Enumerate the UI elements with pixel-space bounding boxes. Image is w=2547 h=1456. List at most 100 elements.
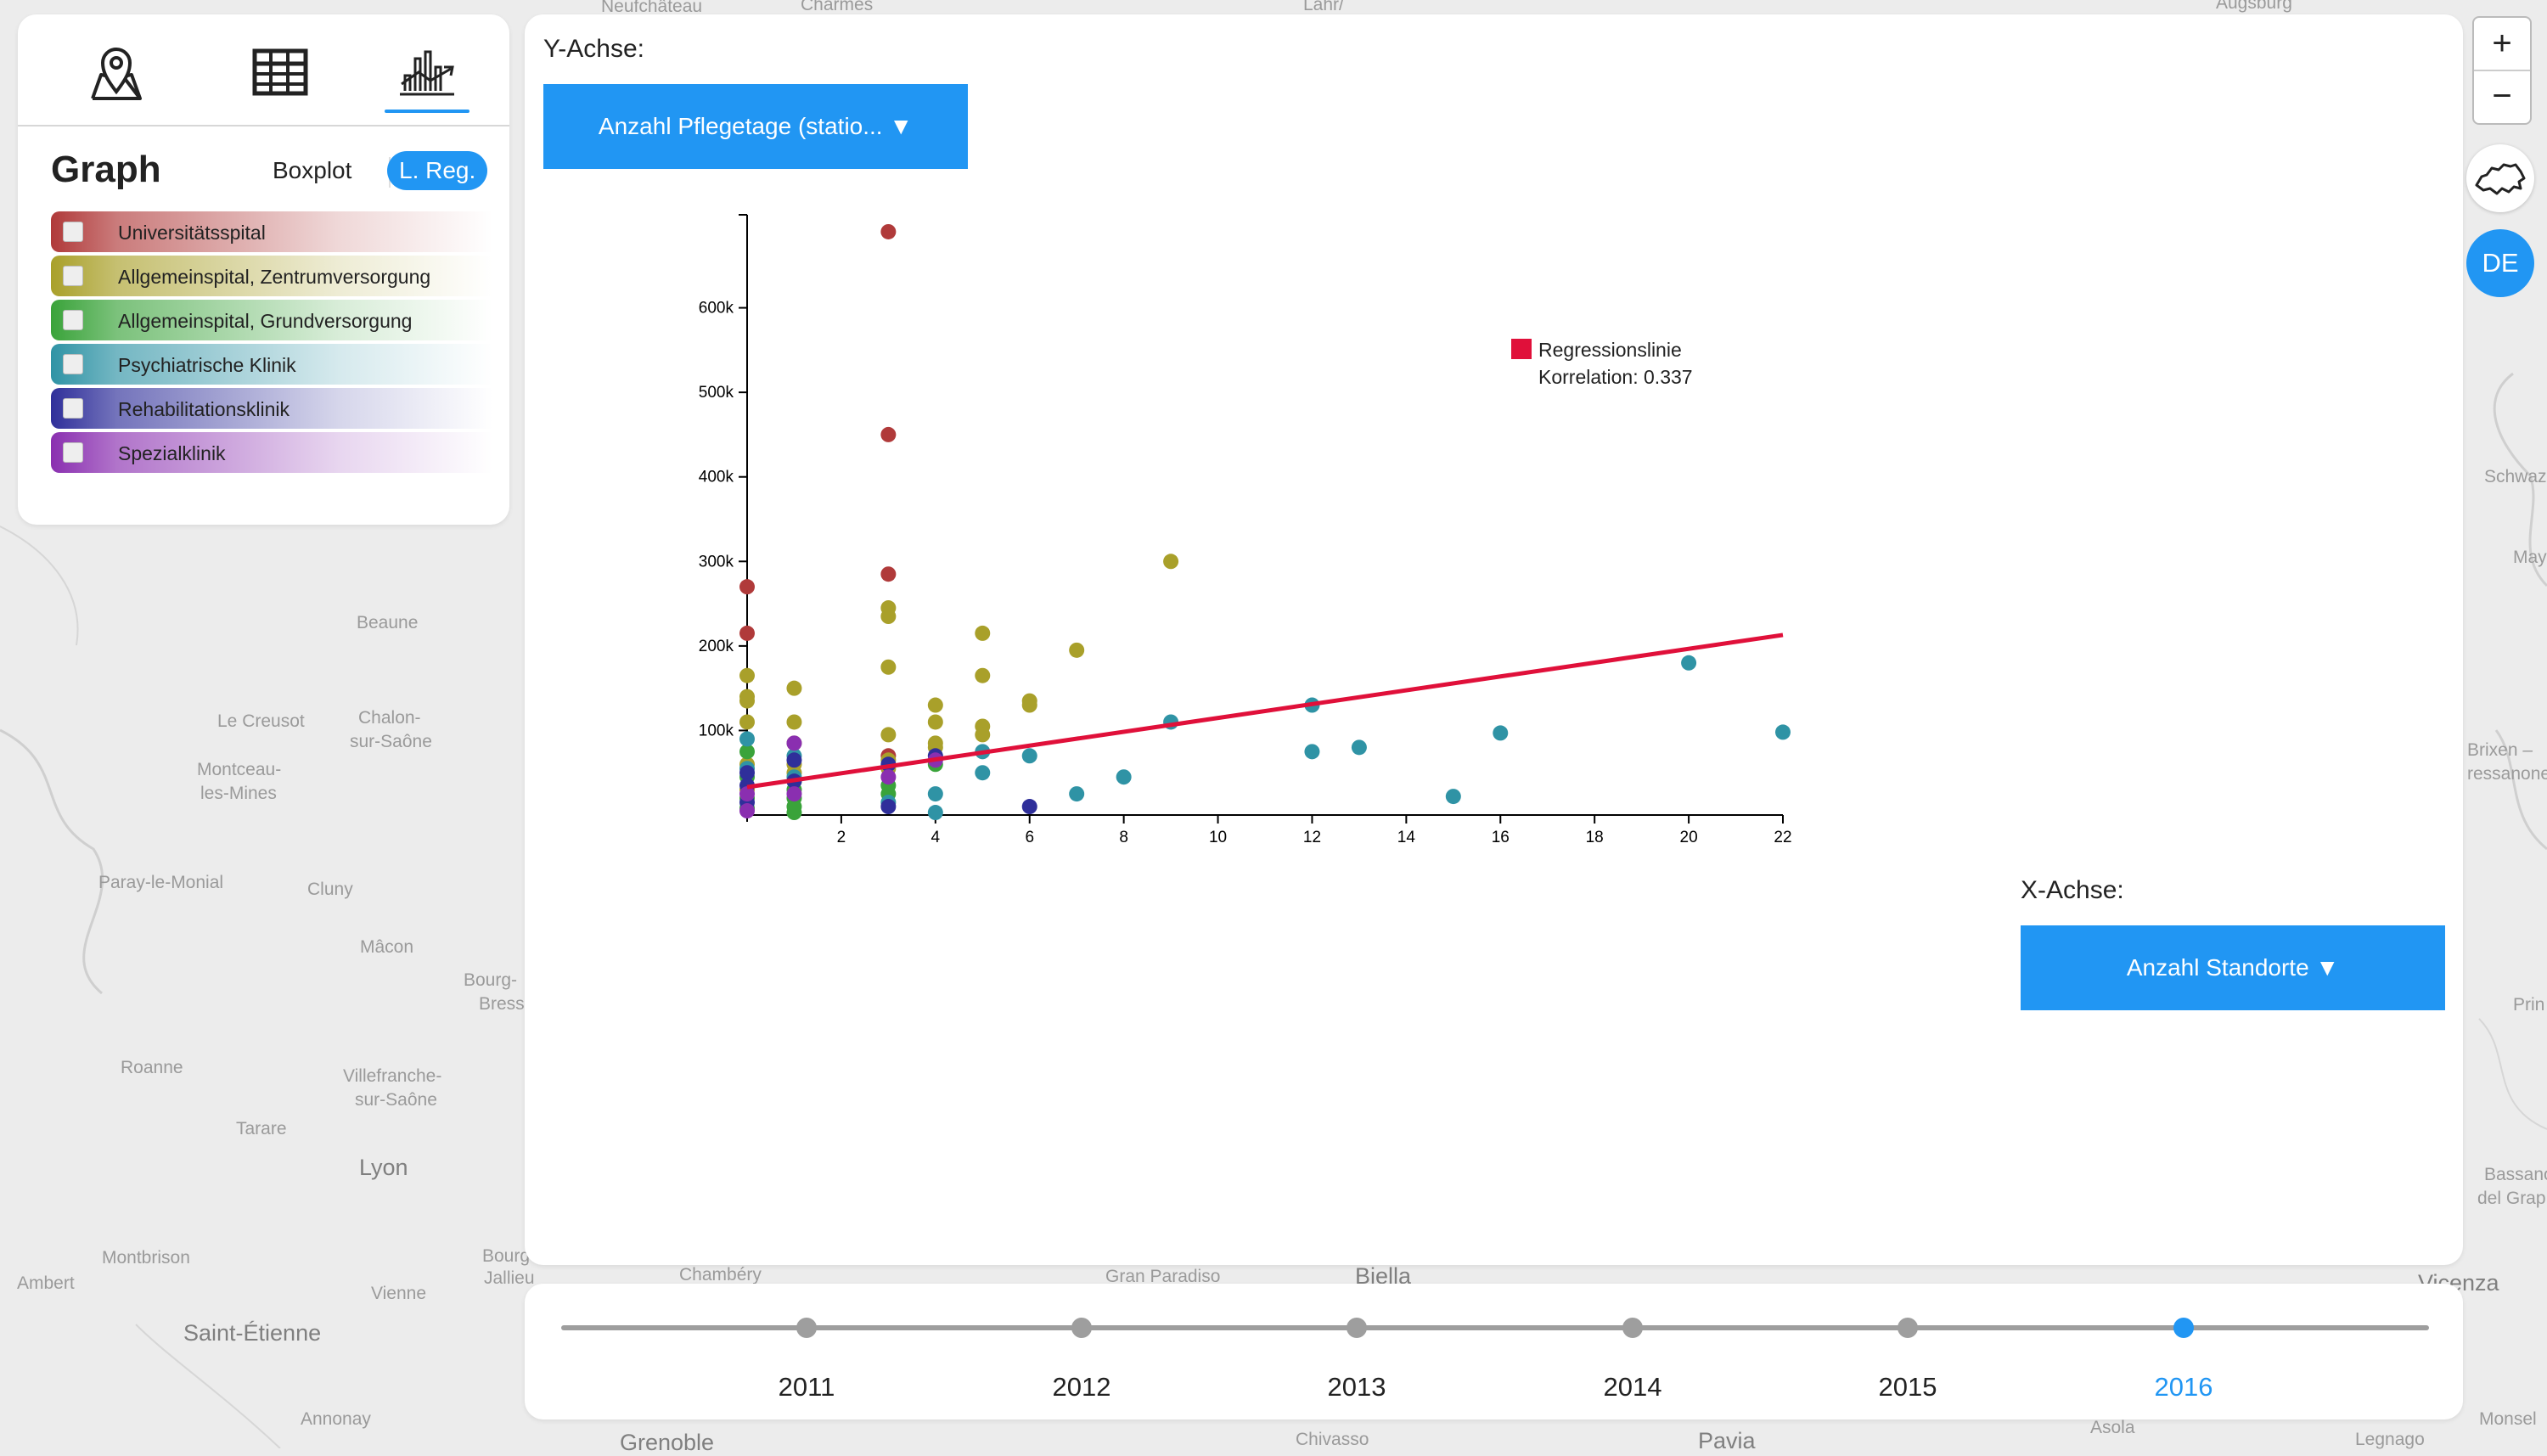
scatter-point xyxy=(739,786,755,802)
table-icon xyxy=(252,48,308,96)
timeline-year[interactable]: 2012 xyxy=(1052,1372,1111,1402)
x-tick-label: 16 xyxy=(1492,829,1510,846)
tab-table[interactable] xyxy=(238,31,323,113)
scatter-point xyxy=(1351,739,1367,756)
scatter-point xyxy=(1304,744,1320,760)
regression-legend-swatch xyxy=(1511,339,1532,359)
map-label: Brixen – xyxy=(2467,740,2533,760)
y-axis-caption: Y-Achse: xyxy=(543,35,644,63)
timeline-dot-2011[interactable] xyxy=(796,1318,817,1338)
map-label: sur-Saône xyxy=(350,732,432,751)
x-tick-label: 10 xyxy=(1209,829,1227,846)
scatter-point xyxy=(1445,789,1461,805)
map-label: Chalon- xyxy=(358,708,421,728)
x-axis-select-button[interactable]: Anzahl Standorte ▼ xyxy=(2021,925,2445,1010)
scatter-point xyxy=(1775,724,1791,740)
legend-checkbox[interactable] xyxy=(63,354,83,374)
map-label: Prin xyxy=(2513,995,2545,1015)
scatter-point xyxy=(975,727,991,743)
timeline-track[interactable] xyxy=(561,1325,2429,1330)
scatter-point xyxy=(739,803,755,819)
map-label: Neufchâteau xyxy=(601,0,703,16)
timeline-dot-2013[interactable] xyxy=(1347,1318,1367,1338)
zoom-in-button[interactable]: + xyxy=(2474,18,2530,71)
switzerland-map-icon xyxy=(2475,163,2526,195)
scatter-point xyxy=(1021,748,1037,764)
map-label: les-Mines xyxy=(200,784,277,803)
scatter-point xyxy=(880,609,897,625)
legend-item-allgemeinspital-grund[interactable]: Allgemeinspital, Grundversorgung xyxy=(51,300,492,340)
map-label: Montbrison xyxy=(102,1248,190,1268)
language-button[interactable]: DE xyxy=(2466,229,2534,297)
scatter-point xyxy=(739,714,755,730)
legend-item-spezialklinik[interactable]: Spezialklinik xyxy=(51,432,492,473)
zoom-out-button[interactable]: − xyxy=(2492,77,2512,115)
map-label: Lahr/ xyxy=(1303,0,1344,14)
scatter-point xyxy=(880,659,897,675)
legend-item-label: Allgemeinspital, Grundversorgung xyxy=(118,310,413,332)
timeline-dot-2014[interactable] xyxy=(1622,1318,1643,1338)
timeline-dot-2015[interactable] xyxy=(1898,1318,1918,1338)
y-tick-label: 200k xyxy=(699,638,734,655)
tab-graph[interactable] xyxy=(385,31,469,113)
timeline-dot-2016[interactable] xyxy=(2173,1318,2194,1338)
legend-item-label: Spezialklinik xyxy=(118,442,226,464)
legend-item-rehabilitationsklinik[interactable]: Rehabilitationsklinik xyxy=(51,388,492,429)
zoom-controls: + − xyxy=(2472,16,2532,125)
scatter-point xyxy=(786,714,802,730)
x-tick-label: 8 xyxy=(1119,829,1128,846)
linear-regression-mode-button[interactable]: L. Reg. xyxy=(387,151,488,190)
map-label: Saint-Étienne xyxy=(183,1320,322,1346)
timeline-year[interactable]: 2014 xyxy=(1603,1372,1662,1402)
chart-panel: Y-Achse: Anzahl Pflegetage (statio... ▼ … xyxy=(525,14,2463,1265)
graph-settings-panel: Graph Boxplot L. Reg. Universitätsspital… xyxy=(18,14,509,525)
map-label: Augsburg xyxy=(2216,0,2292,13)
legend-checkbox[interactable] xyxy=(63,310,83,330)
scatter-point xyxy=(786,752,802,768)
legend-item-label: Allgemeinspital, Zentrumversorgung xyxy=(118,266,431,288)
legend-checkbox[interactable] xyxy=(63,398,83,419)
timeline-year[interactable]: 2013 xyxy=(1327,1372,1386,1402)
scatter-point xyxy=(739,765,755,781)
scatter-point xyxy=(1493,725,1509,741)
scatter-point xyxy=(927,805,943,821)
legend-checkbox[interactable] xyxy=(63,266,83,286)
x-tick-label: 22 xyxy=(1774,829,1791,846)
map-label: Vienne xyxy=(371,1284,427,1303)
map-label: Bourg xyxy=(482,1246,531,1266)
map-label: Chivasso xyxy=(1296,1430,1369,1449)
scatter-point xyxy=(786,735,802,751)
switzerland-reset-button[interactable] xyxy=(2466,144,2534,212)
tab-map[interactable] xyxy=(74,31,159,113)
scatter-point xyxy=(975,667,991,683)
legend-item-psychiatrische-klinik[interactable]: Psychiatrische Klinik xyxy=(51,344,492,385)
scatter-point xyxy=(880,566,897,582)
map-label: Grenoble xyxy=(620,1430,715,1455)
scatter-point xyxy=(786,680,802,696)
map-label: Legnago xyxy=(2355,1430,2425,1449)
y-tick-label: 500k xyxy=(699,384,734,402)
legend-item-allgemeinspital-zentrum[interactable]: Allgemeinspital, Zentrumversorgung xyxy=(51,256,492,296)
timeline-dot-2012[interactable] xyxy=(1071,1318,1092,1338)
x-axis-caption: X-Achse: xyxy=(2021,876,2124,904)
timeline-year[interactable]: 2016 xyxy=(2154,1372,2213,1402)
boxplot-mode-button[interactable]: Boxplot xyxy=(273,157,352,183)
x-tick-label: 20 xyxy=(1680,829,1698,846)
map-label: Asola xyxy=(2090,1418,2135,1437)
timeline-year[interactable]: 2011 xyxy=(778,1372,835,1402)
x-tick-label: 4 xyxy=(931,829,941,846)
x-tick-label: 18 xyxy=(1586,829,1604,846)
scatter-point xyxy=(1681,655,1697,671)
y-tick-label: 300k xyxy=(699,553,734,571)
timeline-year[interactable]: 2015 xyxy=(1878,1372,1937,1402)
map-label: Gran Paradiso xyxy=(1105,1267,1221,1286)
legend-checkbox[interactable] xyxy=(63,442,83,463)
map-label: sur-Saône xyxy=(355,1090,437,1110)
scatter-point xyxy=(880,769,897,785)
map-label: Pavia xyxy=(1698,1428,1756,1453)
map-label: Tarare xyxy=(236,1119,287,1138)
legend-checkbox[interactable] xyxy=(63,222,83,242)
legend-item-universitaetsspital[interactable]: Universitätsspital xyxy=(51,211,492,252)
y-axis-select-button[interactable]: Anzahl Pflegetage (statio... ▼ xyxy=(543,84,968,169)
